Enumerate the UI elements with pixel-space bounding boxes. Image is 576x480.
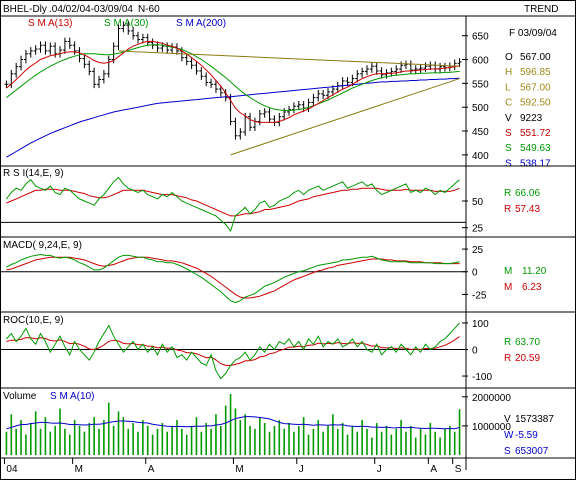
header-symbol: BHEL-Dly bbox=[3, 4, 47, 15]
macd-y-tick-label: -25 bbox=[472, 290, 487, 301]
rsi-value-2: 57.43 bbox=[515, 204, 540, 215]
summary-key: O bbox=[505, 52, 513, 63]
trendline-support bbox=[230, 78, 460, 156]
summary-value: 596.85 bbox=[520, 67, 551, 78]
roc-line bbox=[6, 322, 460, 380]
vol-value-3: 653007 bbox=[515, 446, 549, 457]
vol-value-1: 1573387 bbox=[515, 414, 554, 425]
sma200-line bbox=[6, 77, 460, 158]
header-title: TREND bbox=[524, 4, 558, 15]
summary-key: S bbox=[505, 143, 512, 154]
summary-date: F 03/09/04 bbox=[509, 28, 557, 39]
macd-signal-line bbox=[6, 256, 460, 299]
rsi-value-1: 66.06 bbox=[515, 188, 540, 199]
x-tick-label: J bbox=[377, 464, 382, 475]
x-tick-label: M bbox=[235, 464, 243, 475]
summary-value: 9223 bbox=[520, 113, 543, 124]
vol-key-1: V bbox=[504, 414, 511, 425]
summary-panel: O 567.00 H 596.85 L 567.00 C 592.50 V 9223 S 551.72… bbox=[505, 52, 551, 169]
vol-key-3: S bbox=[504, 446, 511, 457]
rsi-key-2: R bbox=[504, 204, 511, 215]
vol-key-2: W bbox=[504, 430, 514, 441]
price-label-sma13: S M A(13) bbox=[28, 18, 72, 29]
macd-line bbox=[6, 253, 460, 304]
summary-key: S bbox=[505, 128, 512, 139]
price-y-tick-label: 550 bbox=[472, 79, 489, 90]
summary-value: 592.50 bbox=[520, 98, 551, 109]
macd-key-2: M bbox=[504, 282, 512, 293]
price-label-sma30: S M A(30) bbox=[104, 18, 148, 29]
trendline-resistance bbox=[118, 50, 460, 67]
roc-key-2: R bbox=[504, 353, 511, 364]
volume-y-tick-label: 1000000 bbox=[472, 422, 511, 433]
roc-y-tick-label: -100 bbox=[472, 372, 492, 383]
roc-y-tick-label: 100 bbox=[472, 319, 489, 330]
rsi-key-1: R bbox=[504, 188, 511, 199]
price-y-tick-label: 650 bbox=[472, 32, 489, 43]
sma13-line bbox=[6, 40, 460, 123]
summary-key: C bbox=[505, 98, 512, 109]
roc-key-1: R bbox=[504, 337, 511, 348]
rsi-y-tick-label: 50 bbox=[472, 197, 484, 208]
rsi-line bbox=[6, 176, 460, 232]
price-y-tick-label: 450 bbox=[472, 127, 489, 138]
roc-y-tick-label: 0 bbox=[472, 346, 478, 357]
summary-key: V bbox=[505, 113, 512, 124]
summary-value: 549.63 bbox=[520, 143, 551, 154]
macd-key-1: M bbox=[504, 266, 512, 277]
x-tick-label: A bbox=[148, 464, 155, 475]
rsi-signal-line bbox=[6, 187, 460, 217]
summary-key: S bbox=[505, 158, 512, 169]
price-y-tick-label: 400 bbox=[472, 151, 489, 162]
roc-title: ROC(10,E, 9) bbox=[3, 315, 64, 326]
summary-key: H bbox=[505, 67, 512, 78]
x-axis: 04 M A M J J A S bbox=[3, 458, 462, 475]
macd-value-2: 6.23 bbox=[522, 282, 542, 293]
summary-key: L bbox=[505, 82, 511, 93]
macd-value-1: 11.20 bbox=[522, 266, 547, 277]
rsi-title: R S I(14,E, 9) bbox=[3, 168, 64, 179]
macd-y-tick-label: 25 bbox=[472, 245, 484, 256]
summary-value: 567.00 bbox=[520, 82, 551, 93]
roc-signal-line bbox=[6, 336, 460, 366]
summary-value: 567.00 bbox=[520, 52, 551, 63]
volume-sma-line bbox=[6, 416, 460, 430]
macd-y-tick-label: 0 bbox=[472, 268, 478, 279]
roc-value-2: 20.59 bbox=[515, 353, 540, 364]
x-tick-label: S bbox=[455, 464, 462, 475]
x-tick-label: A bbox=[430, 464, 437, 475]
volume-title: Volume bbox=[3, 391, 37, 402]
summary-value: 538.17 bbox=[520, 158, 551, 169]
x-tick-label: M bbox=[75, 464, 83, 475]
plots-layer: 400 450 500 550 600 650 25 50 -25 0 25 -100 0 100 1000… bbox=[0, 15, 576, 470]
volume-y-tick-label: 2000000 bbox=[472, 393, 511, 404]
price-y-tick-label: 600 bbox=[472, 56, 489, 67]
macd-title: MACD( 9,24,E, 9) bbox=[3, 240, 82, 251]
volume-sma-label: S M A(10) bbox=[50, 391, 94, 402]
rsi-y-tick-label: 25 bbox=[472, 224, 484, 235]
x-tick-label: 04 bbox=[6, 464, 18, 475]
roc-value-1: 63.70 bbox=[515, 337, 540, 348]
price-label-sma200: S M A(200) bbox=[176, 18, 226, 29]
price-y-tick-label: 500 bbox=[472, 103, 489, 114]
summary-value: 551.72 bbox=[520, 128, 551, 139]
x-tick-label: J bbox=[299, 464, 304, 475]
header-periods: N-60 bbox=[138, 4, 160, 15]
vol-value-2: -5.59 bbox=[515, 430, 538, 441]
header-range: .04/02/04-03/09/04 bbox=[49, 4, 133, 15]
